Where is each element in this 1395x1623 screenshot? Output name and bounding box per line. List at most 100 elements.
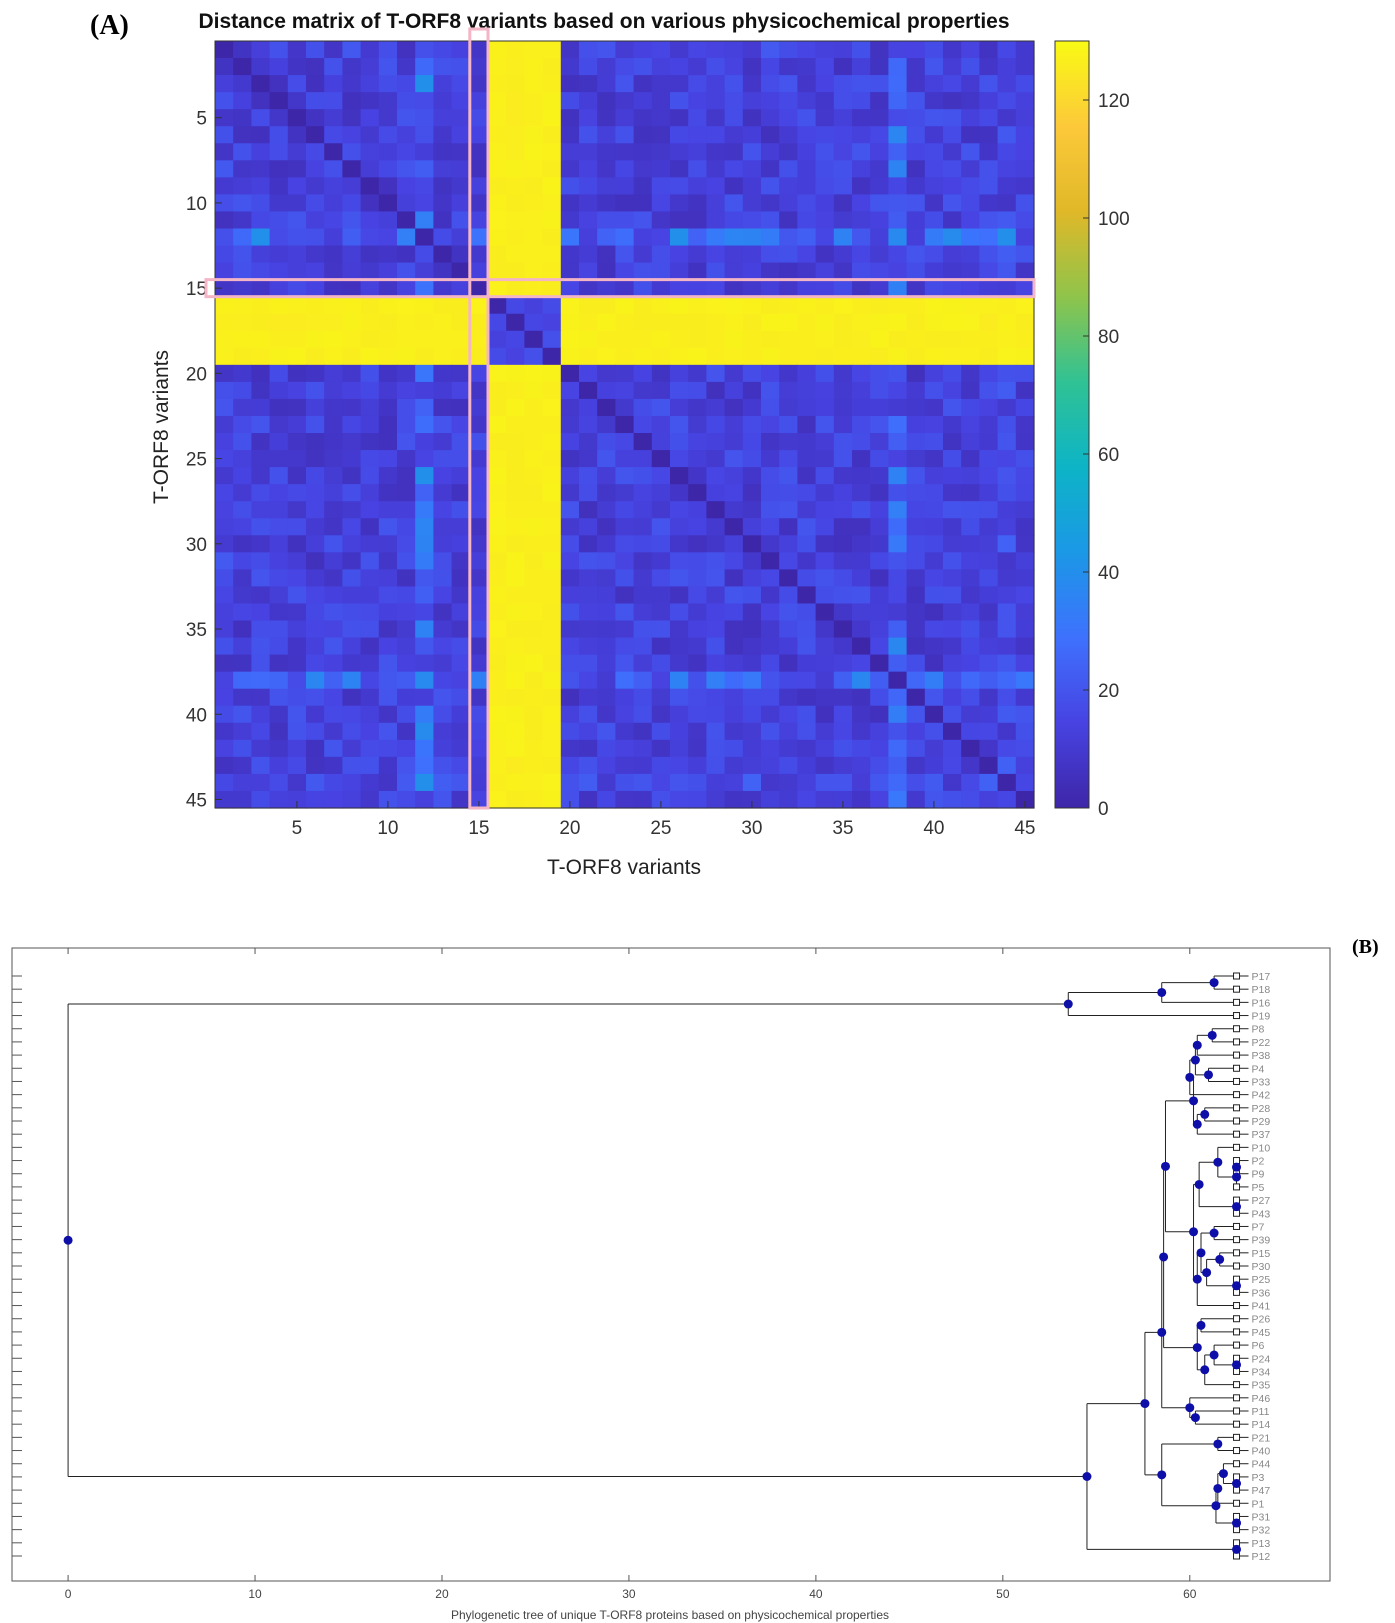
- heatmap-cell: [1015, 41, 1035, 59]
- heatmap-cell: [360, 654, 380, 673]
- heatmap-cell: [251, 381, 271, 400]
- heatmap-cell: [469, 330, 489, 349]
- heatmap-cell: [943, 347, 962, 366]
- heatmap-cell: [287, 177, 307, 195]
- highlight-boxes: [204, 27, 1036, 810]
- heatmap-cell: [688, 688, 707, 707]
- heatmap-cell: [651, 654, 671, 673]
- heatmap-cell: [979, 347, 999, 366]
- heatmap-cell: [633, 484, 653, 502]
- heatmap-cell: [488, 756, 507, 775]
- heatmap-cell: [906, 398, 926, 417]
- heatmap-cell: [888, 41, 908, 59]
- heatmap-cell: [943, 92, 962, 110]
- heatmap-cell: [797, 688, 817, 707]
- heatmap-cell: [397, 586, 416, 605]
- dendrogram-leaf-label: P25: [1252, 1274, 1271, 1286]
- heatmap-cell: [597, 620, 616, 639]
- heatmap-cell: [615, 688, 635, 707]
- heatmap-cell: [924, 603, 944, 622]
- heatmap-cell: [433, 75, 453, 93]
- heatmap-cell: [342, 143, 362, 161]
- heatmap-cell: [979, 620, 999, 639]
- heatmap-cell: [251, 535, 271, 553]
- heatmap-cell: [724, 92, 744, 110]
- heatmap-cell: [324, 228, 343, 247]
- heatmap-cell: [269, 467, 289, 485]
- heatmap-cell: [724, 109, 744, 127]
- heatmap-cell: [670, 381, 689, 400]
- heatmap-cell: [742, 722, 762, 741]
- heatmap-cell: [761, 296, 780, 315]
- heatmap-cell: [997, 756, 1017, 775]
- heatmap-cell: [615, 262, 635, 281]
- heatmap-cell: [397, 126, 416, 144]
- heatmap-cell: [560, 245, 580, 264]
- heatmap-cell: [251, 228, 271, 247]
- heatmap-cell: [815, 211, 835, 230]
- heatmap-cell: [469, 279, 489, 298]
- heatmap-cell: [852, 637, 871, 656]
- heatmap-cell: [615, 177, 635, 195]
- heatmap-cell: [215, 773, 234, 792]
- heatmap-cell: [397, 109, 416, 127]
- heatmap-cell: [742, 364, 762, 383]
- dendrogram-leaf-label: P31: [1252, 1511, 1271, 1523]
- heatmap-cell: [797, 245, 817, 264]
- heatmap-cell: [833, 75, 853, 93]
- heatmap-cell: [888, 790, 908, 809]
- heatmap-cell: [651, 671, 671, 690]
- heatmap-cell: [597, 75, 616, 93]
- heatmap-cell: [742, 467, 762, 485]
- heatmap-title: Distance matrix of T-ORF8 variants based…: [198, 10, 1009, 33]
- heatmap-cell: [342, 620, 362, 639]
- heatmap-cell: [324, 722, 343, 741]
- heatmap-cell: [306, 177, 325, 195]
- heatmap-cell: [269, 637, 289, 656]
- heatmap-cell: [579, 518, 598, 536]
- heatmap-cell: [815, 177, 835, 195]
- heatmap-x-tick-label: 5: [292, 818, 303, 839]
- heatmap-cell: [378, 756, 398, 775]
- heatmap-cell: [742, 75, 762, 93]
- heatmap-cell: [1015, 126, 1035, 144]
- heatmap-cell: [852, 586, 871, 605]
- heatmap-cell: [306, 654, 325, 673]
- dendrogram-leaf-label: P15: [1252, 1248, 1271, 1260]
- heatmap-cell: [1015, 245, 1035, 264]
- heatmap-cell: [833, 41, 853, 59]
- heatmap-cell: [924, 109, 944, 127]
- heatmap-cell: [579, 671, 598, 690]
- heatmap-cell: [924, 433, 944, 451]
- heatmap-cell: [761, 586, 780, 605]
- heatmap-cell: [797, 211, 817, 230]
- heatmap-cell: [888, 92, 908, 110]
- heatmap-cell: [924, 552, 944, 570]
- heatmap-cell: [706, 415, 726, 434]
- heatmap-cell: [688, 722, 707, 741]
- heatmap-cell: [397, 705, 416, 724]
- heatmap-cell: [797, 330, 817, 349]
- heatmap-cell: [269, 381, 289, 400]
- heatmap-cell: [797, 75, 817, 93]
- heatmap-cell: [779, 415, 798, 434]
- heatmap-cell: [852, 603, 871, 622]
- heatmap-cell: [870, 330, 889, 349]
- heatmap-cell: [779, 228, 798, 247]
- heatmap-cell: [597, 467, 616, 485]
- heatmap-cell: [324, 586, 343, 605]
- heatmap-cell: [360, 41, 380, 59]
- heatmap-cell: [779, 330, 798, 349]
- heatmap-cell: [670, 109, 689, 127]
- heatmap-cell: [506, 279, 525, 298]
- heatmap-cell: [670, 790, 689, 809]
- heatmap-cell: [633, 637, 653, 656]
- heatmap-cell: [943, 330, 962, 349]
- heatmap-cell: [215, 756, 234, 775]
- heatmap-cell: [251, 296, 271, 315]
- heatmap-cell: [906, 450, 926, 468]
- heatmap-cell: [469, 569, 489, 588]
- heatmap-cell: [488, 279, 507, 298]
- heatmap-cell: [451, 296, 471, 315]
